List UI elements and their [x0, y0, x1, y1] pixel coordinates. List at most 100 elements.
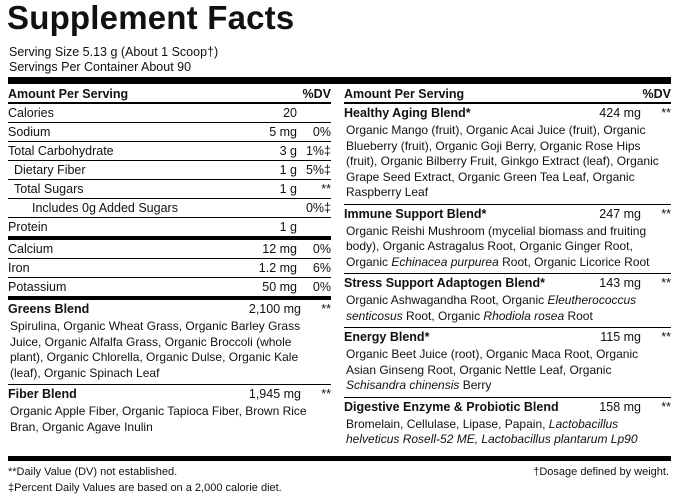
nutrient-dv: 0%‡: [305, 201, 331, 215]
section: Calories 20 Sodium 5 mg 0% Total Carbohydrate…: [8, 104, 331, 240]
blend-name: Digestive Enzyme & Probiotic Blend: [344, 399, 559, 414]
header-dv: %DV: [302, 87, 331, 101]
blend-dv: **: [661, 106, 671, 120]
servings: Servings Per Container About 90: [9, 60, 192, 74]
ingredient-text: Rhodiola rosea: [483, 308, 565, 323]
ingredient-text: Organic Beet Juice (root), Organic Maca …: [346, 347, 639, 377]
ingredient-text: Organic Reishi Mushroom (mycelial biomas…: [346, 223, 647, 269]
nutrient-dv: [297, 104, 331, 122]
blend-name: Immune Support Blend*: [344, 206, 487, 221]
nutrient-amount: 50 mg: [262, 280, 297, 294]
nutrient-name: Total Sugars: [14, 182, 84, 196]
blend-name: Fiber Blend: [8, 387, 77, 401]
blend: Digestive Enzyme & Probiotic Blend 158 mg…: [344, 398, 671, 451]
nutrient-name: Sodium: [8, 125, 51, 139]
column-header: Amount Per Serving %DV: [8, 86, 331, 104]
nutrient-row: Protein 1 g: [8, 218, 331, 236]
nutrient-amount: [207, 199, 297, 217]
nutrient-amount: 12 mg: [262, 242, 297, 256]
ingredient-text: Eleutherococcus senticosus: [346, 293, 637, 323]
blend-amount: 158 mg: [599, 399, 641, 414]
ingredient-text: Spirulina, Organic Wheat Grass, Organic …: [10, 319, 301, 380]
footnote: †Dosage defined by weight.: [533, 466, 669, 478]
blend-name: Energy Blend*: [344, 330, 430, 344]
nutrient-amount: 3 g: [279, 144, 297, 158]
ingredient-text: Bromelain, Cellulase, Lipase, Papain,: [346, 416, 549, 431]
blend-description: Spirulina, Organic Wheat Grass, Organic …: [8, 319, 331, 381]
blend-header: Healthy Aging Blend* 424 mg **: [344, 104, 671, 123]
nutrient-name: Calories: [8, 106, 54, 120]
blend: Energy Blend* 115 mg ** Organic Beet Juice …: [344, 328, 671, 398]
nutrient-row: Calcium 12 mg 0%: [8, 240, 331, 259]
section: Greens Blend 2,100 mg ** Spirulina, Organic…: [8, 300, 331, 438]
nutrient-name: Iron: [8, 261, 30, 275]
ingredient-text: Organic Ashwagandha Root, Organic: [346, 293, 548, 307]
bottom-bar: [8, 456, 671, 461]
right-column: Amount Per Serving %DV Healthy Aging Blend…: [344, 86, 671, 451]
nutrient-amount: 20: [283, 106, 297, 120]
blend-amount: 247 mg: [599, 206, 641, 221]
blend-amount: 2,100 mg: [248, 302, 301, 316]
nutrient-amount: 1.2 mg: [258, 261, 297, 275]
blend-header: Digestive Enzyme & Probiotic Blend 158 mg…: [344, 398, 671, 417]
blend-amount: 1,945 mg: [248, 387, 301, 401]
nutrient-row: Calories 20: [8, 104, 331, 123]
ingredient-text: Root, Organic Licorice Root: [498, 254, 650, 269]
nutrient-amount: 1 g: [279, 182, 297, 196]
top-bar: [8, 77, 671, 84]
blend: Healthy Aging Blend* 424 mg ** Organic Mang…: [344, 104, 671, 205]
nutrient-row: Potassium 50 mg 0%: [8, 278, 331, 296]
nutrient-dv: 1%‡: [305, 144, 331, 158]
blend-dv: **: [321, 387, 331, 401]
ingredient-text: Root, Organic: [402, 308, 484, 323]
nutrient-dv: 0%: [312, 280, 331, 294]
nutrient-name: Potassium: [8, 280, 67, 294]
nutrient-dv: 0%: [312, 125, 331, 139]
nutrient-name: Includes 0g Added Sugars: [32, 201, 178, 215]
nutrient-row: Iron 1.2 mg 6%: [8, 259, 331, 278]
blend-header: Stress Support Adaptogen Blend* 143 mg **: [344, 274, 671, 293]
ingredient-text: Lactobacillus helveticus Rosell-52 ME, L…: [346, 416, 638, 447]
header-dv: %DV: [642, 87, 671, 101]
blend-name: Greens Blend: [8, 302, 90, 316]
blend-dv: **: [661, 330, 671, 344]
blend: Immune Support Blend* 247 mg ** Organic Rei…: [344, 205, 671, 274]
ingredient-text: Schisandra chinensis: [346, 378, 460, 392]
blend: Greens Blend 2,100 mg ** Spirulina, Organic…: [8, 300, 331, 385]
nutrient-amount: 1 g: [279, 220, 297, 234]
nutrient-row: Total Sugars 1 g **: [8, 180, 331, 199]
blend-header: Fiber Blend 1,945 mg **: [8, 385, 331, 404]
nutrient-row: Sodium 5 mg 0%: [8, 123, 331, 142]
ingredient-text: Organic Apple Fiber, Organic Tapioca Fib…: [10, 404, 307, 434]
blend-description: Organic Ashwagandha Root, Organic Eleuth…: [344, 293, 671, 324]
nutrient-row: Includes 0g Added Sugars 0%‡: [8, 199, 331, 218]
footnote: **Daily Value (DV) not established.: [8, 466, 178, 478]
nutrient-dv: [297, 218, 331, 236]
serving-size: Serving Size 5.13 g (About 1 Scoop†): [9, 45, 219, 59]
nutrient-name: Calcium: [8, 242, 54, 256]
nutrient-dv: 6%: [312, 261, 331, 275]
header-amount: Amount Per Serving: [8, 87, 129, 101]
blend-dv: **: [661, 399, 671, 414]
ingredient-text: Root: [564, 308, 593, 323]
left-column: Amount Per Serving %DV Calories 20 Sodium 5 m…: [8, 86, 331, 438]
blend-description: Organic Mango (fruit), Organic Acai Juic…: [344, 123, 671, 201]
ingredient-text: Organic Mango (fruit), Organic Acai Juic…: [346, 123, 659, 199]
title: Supplement Facts: [7, 0, 295, 36]
nutrient-name: Protein: [8, 220, 48, 234]
blend-description: Organic Apple Fiber, Organic Tapioca Fib…: [8, 404, 331, 435]
blend-description: Organic Beet Juice (root), Organic Maca …: [344, 347, 671, 394]
section: Calcium 12 mg 0% Iron 1.2 mg 6% Potassium 50 mg…: [8, 240, 331, 300]
footnote: ‡Percent Daily Values are based on a 2,0…: [8, 482, 282, 494]
blend-dv: **: [661, 276, 671, 290]
blend: Stress Support Adaptogen Blend* 143 mg ** O…: [344, 274, 671, 328]
nutrient-dv: 5%‡: [305, 163, 331, 177]
nutrient-dv: **: [321, 182, 331, 196]
nutrient-row: Dietary Fiber 1 g 5%‡: [8, 161, 331, 180]
header-amount: Amount Per Serving: [344, 87, 465, 101]
blend-amount: 143 mg: [599, 276, 641, 290]
ingredient-text: Echinacea purpurea: [391, 254, 499, 269]
nutrient-name: Dietary Fiber: [14, 163, 86, 177]
